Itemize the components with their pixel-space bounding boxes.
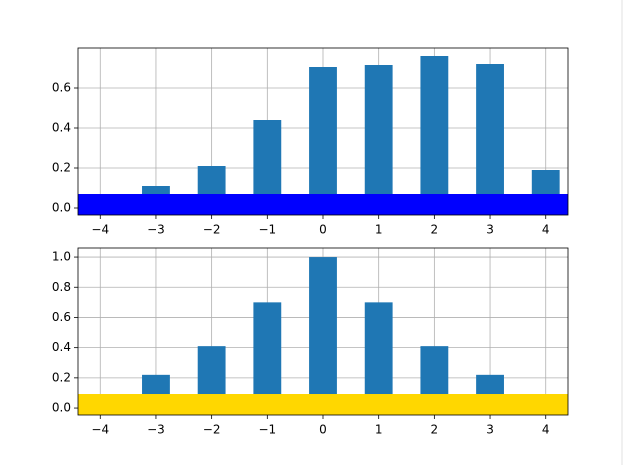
x-tick-label: 3 xyxy=(486,423,494,437)
x-tick-label: 3 xyxy=(486,223,494,237)
y-tick-label: 0.4 xyxy=(52,340,71,354)
x-tick-label: 1 xyxy=(375,423,383,437)
bar xyxy=(364,65,393,208)
x-tick-label: −3 xyxy=(147,423,165,437)
y-tick-label: 0.0 xyxy=(52,201,71,215)
x-tick-label: 2 xyxy=(431,423,439,437)
y-tick-label: 1.0 xyxy=(52,250,71,264)
bar xyxy=(309,257,337,409)
x-tick-label: 0 xyxy=(319,223,327,237)
bar xyxy=(364,302,393,409)
bar xyxy=(253,302,282,409)
bar xyxy=(420,56,449,208)
x-tick-label: 1 xyxy=(375,223,383,237)
y-tick-label: 0.6 xyxy=(52,81,71,95)
bar xyxy=(476,64,504,208)
y-tick-label: 0.6 xyxy=(52,310,71,324)
x-tick-label: −1 xyxy=(258,223,276,237)
axes-frame xyxy=(77,247,569,416)
bar xyxy=(309,67,337,208)
x-tick-label: 0 xyxy=(319,423,327,437)
y-tick-label: 0.8 xyxy=(52,280,71,294)
axes-frame xyxy=(77,47,569,216)
y-tick-label: 0.2 xyxy=(52,161,71,175)
x-tick-label: −4 xyxy=(91,223,109,237)
x-tick-label: 4 xyxy=(542,223,550,237)
x-tick-label: −4 xyxy=(91,423,109,437)
x-tick-label: 2 xyxy=(431,223,439,237)
y-tick-label: 0.4 xyxy=(52,121,71,135)
y-tick-label: 0.0 xyxy=(52,401,71,415)
x-tick-label: −2 xyxy=(203,423,221,437)
x-tick-label: 4 xyxy=(542,423,550,437)
band xyxy=(78,194,568,215)
x-tick-label: −3 xyxy=(147,223,165,237)
bar xyxy=(253,120,282,208)
x-tick-label: −2 xyxy=(203,223,221,237)
x-tick-label: −1 xyxy=(258,423,276,437)
y-tick-label: 0.2 xyxy=(52,370,71,384)
band xyxy=(78,394,568,415)
